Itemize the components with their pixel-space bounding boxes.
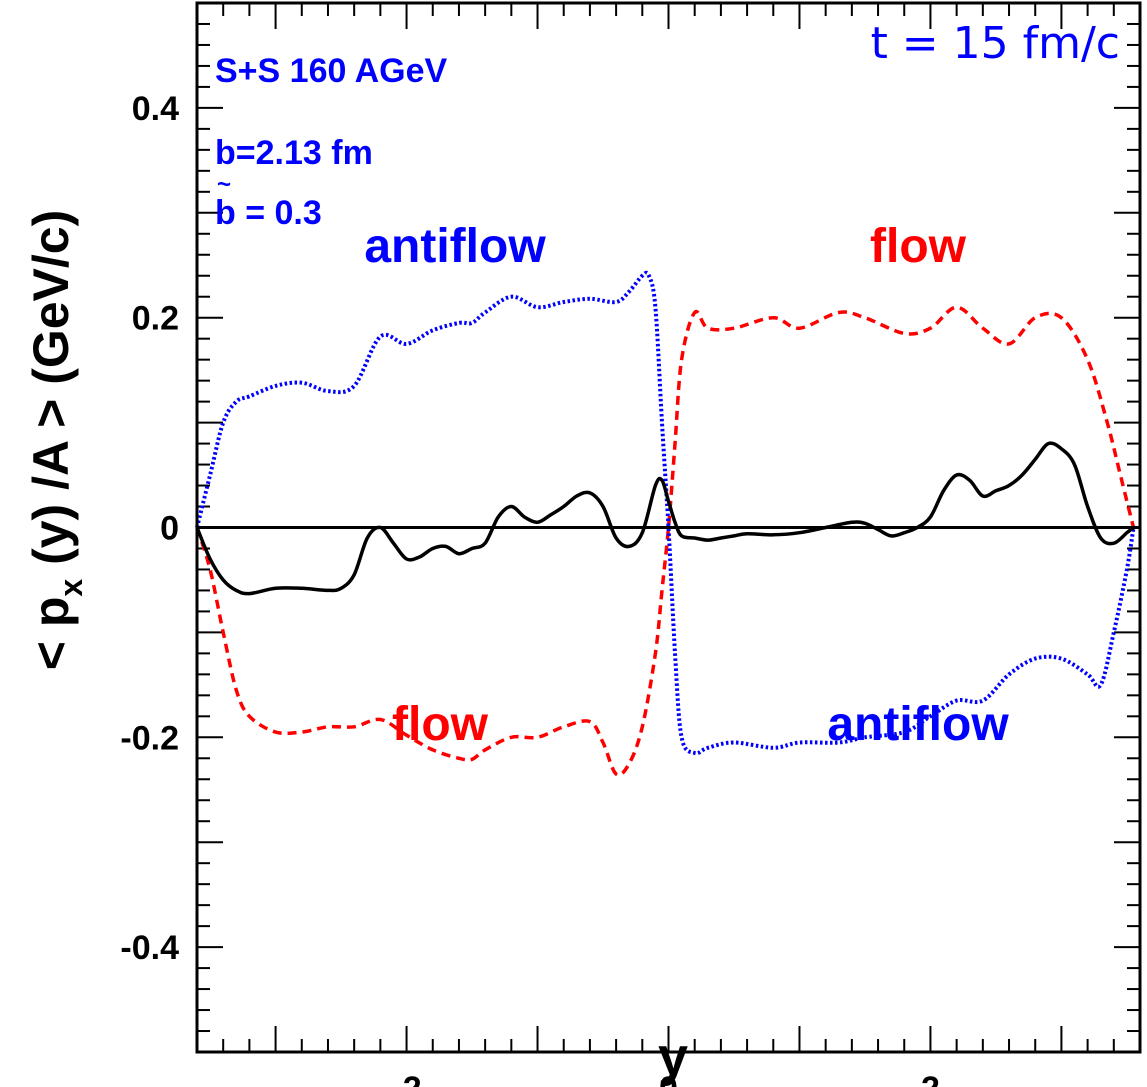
y-tick-label: 0.4 — [132, 90, 179, 128]
tick-labels: -2 0 2 0.4 0.2 0 -0.2 -0.4 — [120, 90, 939, 1087]
system-label: S+S 160 AGeV — [215, 52, 447, 90]
impact-parameter-label: b=2.13 fm — [215, 134, 373, 172]
btilde-label: b = 0.3 — [215, 194, 322, 232]
antiflow-lower-label: antiflow — [827, 698, 1009, 751]
x-tick-label: 2 — [921, 1070, 940, 1087]
flow-upper-label: flow — [870, 220, 967, 273]
y-tick-label: 0.2 — [132, 300, 179, 338]
time-label: t = 15 fm/c — [871, 18, 1120, 69]
btilde-tilde-mark: ~ — [217, 171, 231, 198]
y-axis-title-part2: (y) /A > (GeV/c) — [23, 210, 79, 579]
antiflow-upper-label: antiflow — [364, 220, 546, 273]
x-tick-label: 0 — [659, 1070, 678, 1087]
x-tick-label: -2 — [391, 1070, 421, 1087]
y-tick-label: -0.4 — [120, 929, 179, 967]
flow-lower-label: flow — [392, 698, 489, 751]
plot-frame — [195, 1, 1142, 1054]
x-axis-title: y — [658, 1027, 688, 1087]
y-axis-title: < px (y) /A > (GeV/c) — [23, 210, 89, 671]
y-tick-label: 0 — [160, 510, 179, 548]
y-tick-label: -0.2 — [120, 719, 179, 757]
y-axis-title-subscript: x — [53, 579, 89, 597]
antiflow-dotted-blue-line — [195, 270, 1136, 756]
y-axis-title-part1: < p — [23, 597, 79, 671]
